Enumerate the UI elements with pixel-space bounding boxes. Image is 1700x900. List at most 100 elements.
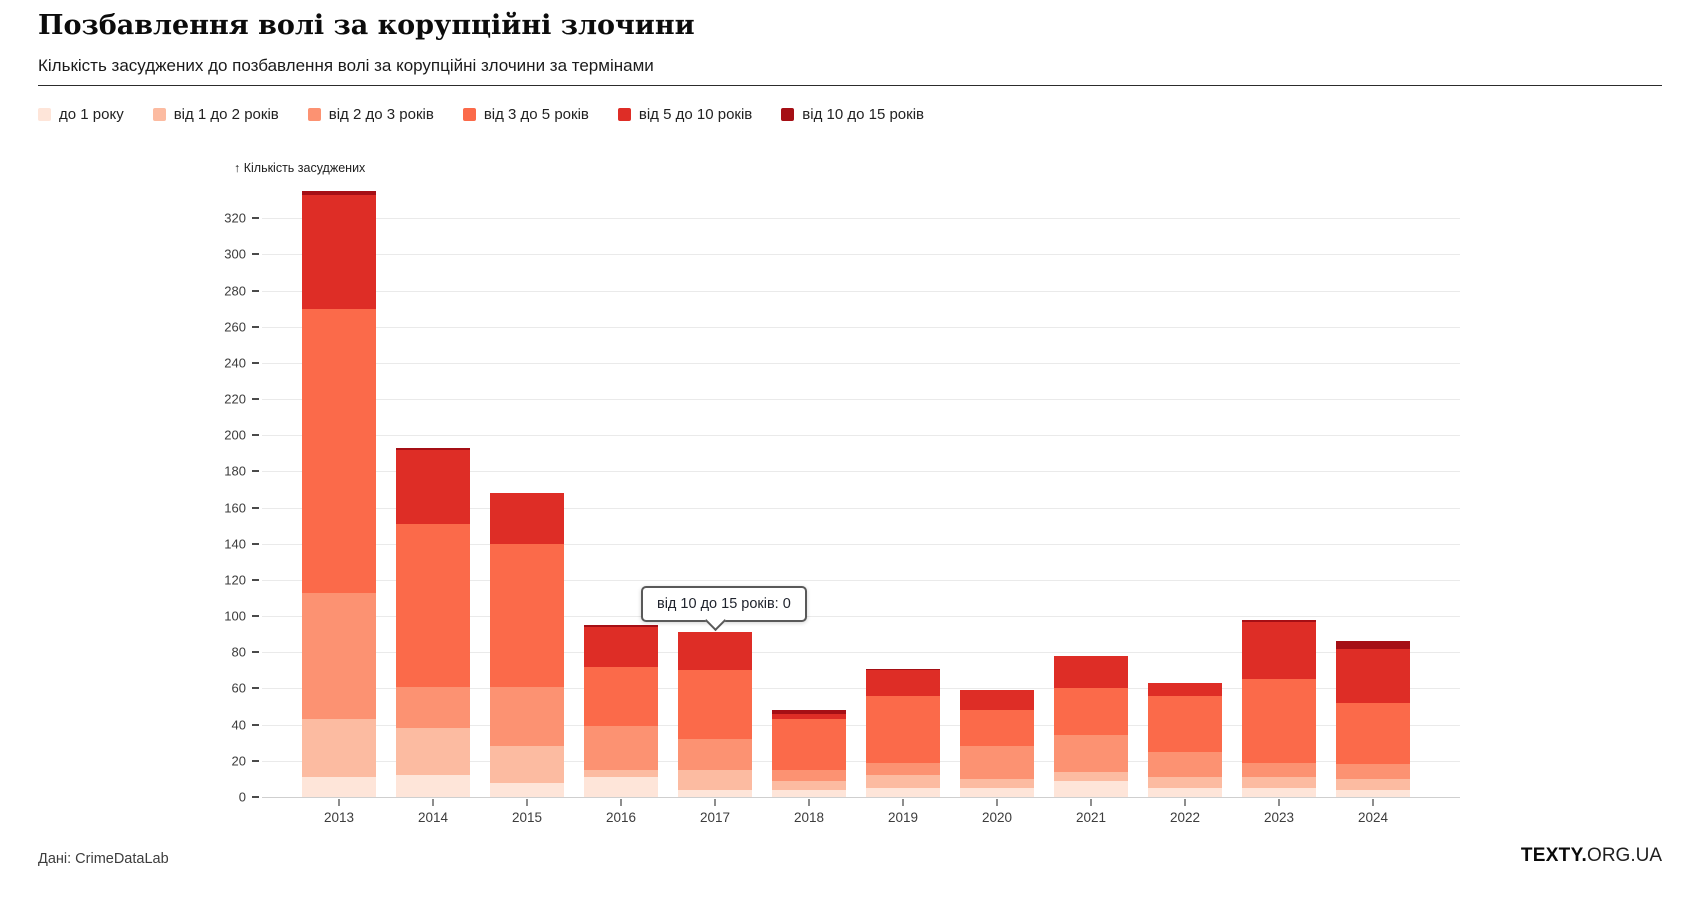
bar-segment[interactable]: [1336, 702, 1410, 765]
bar-segment[interactable]: [584, 769, 658, 778]
bar-segment[interactable]: [584, 625, 658, 627]
gridline: [262, 616, 1460, 618]
bar-segment[interactable]: [302, 777, 376, 797]
bar-segment[interactable]: [490, 782, 564, 797]
bar-segment[interactable]: [1148, 787, 1222, 797]
legend-item-4[interactable]: від 3 до 5 років: [462, 106, 589, 123]
legend-swatch: [307, 108, 321, 121]
bar-segment[interactable]: [772, 719, 846, 770]
bar-segment[interactable]: [1242, 777, 1316, 788]
bar-segment[interactable]: [678, 769, 752, 790]
legend-item-3[interactable]: від 2 до 3 років: [307, 106, 434, 123]
bar-segment[interactable]: [302, 719, 376, 778]
y-tick-label: 300: [224, 246, 246, 262]
bar-segment[interactable]: [678, 632, 752, 671]
bar-segment[interactable]: [678, 670, 752, 740]
x-tick-mark: [620, 799, 622, 806]
bar-segment[interactable]: [1336, 778, 1410, 790]
y-tick-label: 320: [224, 210, 246, 226]
brand-logo-bold: TEXTY.: [1520, 845, 1588, 866]
bar-segment[interactable]: [1336, 641, 1410, 649]
bar-segment[interactable]: [1242, 679, 1316, 763]
bar-segment[interactable]: [1054, 655, 1128, 689]
bar-segment[interactable]: [866, 668, 940, 671]
bar-segment[interactable]: [1242, 762, 1316, 778]
bar-segment[interactable]: [866, 775, 940, 788]
bar-segment[interactable]: [1054, 780, 1128, 797]
bar-group-2017[interactable]: [678, 632, 752, 797]
bar-segment[interactable]: [772, 769, 846, 781]
bar-segment[interactable]: [396, 523, 470, 687]
legend-item-1[interactable]: до 1 року: [38, 106, 124, 123]
legend: до 1 року від 1 до 2 років від 2 до 3 рокі…: [38, 106, 924, 123]
bar-group-2013[interactable]: [302, 191, 376, 797]
bar-segment[interactable]: [1242, 619, 1316, 622]
bar-segment[interactable]: [396, 686, 470, 729]
bar-group-2019[interactable]: [866, 668, 940, 797]
bar-segment[interactable]: [396, 447, 470, 450]
bar-segment[interactable]: [866, 762, 940, 776]
bar-segment[interactable]: [772, 780, 846, 790]
brand-logo-rest: ORG.UA: [1587, 845, 1662, 866]
bar-segment[interactable]: [960, 690, 1034, 711]
bar-segment[interactable]: [396, 775, 470, 797]
bar-segment[interactable]: [1148, 695, 1222, 752]
brand-logo[interactable]: TEXTY.ORG.UA: [1521, 845, 1662, 867]
bar-segment[interactable]: [490, 746, 564, 783]
legend-item-5[interactable]: від 5 до 10 років: [617, 106, 752, 123]
bar-segment[interactable]: [1148, 777, 1222, 788]
bar-segment[interactable]: [960, 787, 1034, 797]
bar-segment[interactable]: [866, 695, 940, 763]
bar-segment[interactable]: [1336, 789, 1410, 797]
bar-group-2018[interactable]: [772, 710, 846, 797]
y-tick-mark: [252, 289, 259, 292]
x-axis-label: 2020: [981, 810, 1013, 825]
bar-segment[interactable]: [1148, 683, 1222, 696]
bar-segment[interactable]: [584, 777, 658, 797]
bar-segment[interactable]: [490, 543, 564, 687]
bar-segment[interactable]: [960, 710, 1034, 747]
bar-segment[interactable]: [678, 739, 752, 770]
bar-segment[interactable]: [396, 449, 470, 524]
bar-segment[interactable]: [772, 710, 846, 714]
bar-segment[interactable]: [866, 670, 940, 696]
bar-segment[interactable]: [1242, 787, 1316, 797]
bar-segment[interactable]: [302, 592, 376, 720]
bar-segment[interactable]: [1336, 648, 1410, 703]
bar-segment[interactable]: [584, 626, 658, 667]
bar-segment[interactable]: [1054, 735, 1128, 772]
bar-group-2021[interactable]: [1054, 655, 1128, 797]
bar-segment[interactable]: [584, 666, 658, 727]
bar-group-2016[interactable]: [584, 625, 658, 797]
legend-swatch: [617, 108, 631, 121]
bar-segment[interactable]: [302, 194, 376, 309]
bar-segment[interactable]: [866, 787, 940, 797]
bar-segment[interactable]: [772, 789, 846, 797]
bar-segment[interactable]: [772, 713, 846, 720]
bar-segment[interactable]: [1054, 771, 1128, 781]
bar-group-2024[interactable]: [1336, 641, 1410, 797]
bar-segment[interactable]: [1148, 751, 1222, 778]
bar-segment[interactable]: [1242, 621, 1316, 680]
bar-segment[interactable]: [960, 746, 1034, 779]
bar-segment[interactable]: [584, 726, 658, 770]
bar-segment[interactable]: [1054, 688, 1128, 736]
bar-group-2022[interactable]: [1148, 683, 1222, 797]
legend-item-2[interactable]: від 1 до 2 років: [152, 106, 279, 123]
y-tick-label: 0: [238, 789, 246, 805]
bar-group-2014[interactable]: [396, 447, 470, 797]
bar-segment[interactable]: [960, 778, 1034, 788]
chart-subtitle: Кількість засуджених до позбавлення волі…: [38, 56, 654, 75]
legend-item-6[interactable]: від 10 до 15 років: [781, 106, 924, 123]
bar-segment[interactable]: [490, 493, 564, 544]
bar-segment[interactable]: [302, 308, 376, 593]
bar-group-2020[interactable]: [960, 690, 1034, 797]
bar-segment[interactable]: [490, 686, 564, 747]
bar-group-2015[interactable]: [490, 493, 564, 797]
bar-segment[interactable]: [1336, 764, 1410, 779]
bar-group-2023[interactable]: [1242, 619, 1316, 797]
bar-segment[interactable]: [302, 191, 376, 195]
bar-segment[interactable]: [396, 728, 470, 776]
bar-segment[interactable]: [678, 789, 752, 797]
